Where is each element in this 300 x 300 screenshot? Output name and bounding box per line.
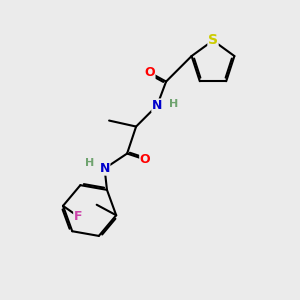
Text: O: O (140, 153, 150, 166)
Text: H: H (169, 99, 178, 109)
Text: F: F (74, 210, 82, 223)
Text: O: O (144, 66, 155, 79)
Text: N: N (152, 99, 162, 112)
Text: H: H (85, 158, 94, 167)
Text: S: S (208, 34, 218, 47)
Text: N: N (99, 162, 110, 175)
